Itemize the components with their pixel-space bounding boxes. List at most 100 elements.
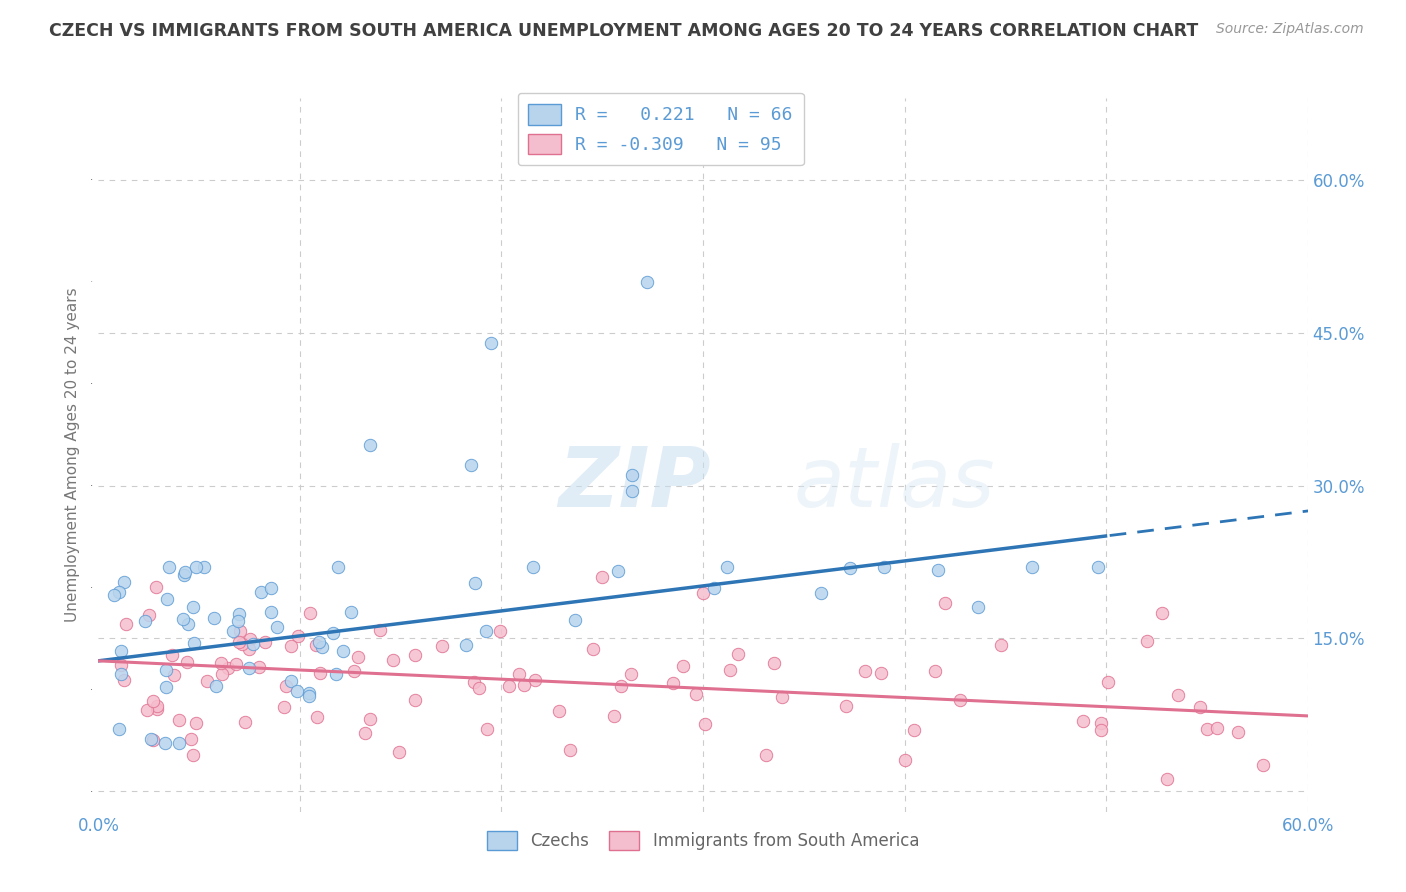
Point: [770, 690, 793, 705]
Point: [636, 142, 658, 156]
Text: ZIP: ZIP: [558, 443, 710, 524]
Point: [177, 617, 200, 632]
Point: [1090, 716, 1112, 731]
Point: [548, 704, 571, 718]
Point: [924, 664, 946, 678]
Point: [853, 665, 876, 679]
Point: [636, 275, 658, 289]
Point: [228, 634, 250, 648]
Point: [287, 629, 309, 643]
Point: [606, 564, 628, 578]
Point: [222, 624, 245, 638]
Point: [138, 608, 160, 623]
Point: [990, 638, 1012, 652]
Point: [167, 713, 190, 727]
Point: [873, 560, 896, 574]
Point: [156, 591, 179, 606]
Point: [202, 610, 225, 624]
Point: [112, 673, 135, 688]
Point: [360, 438, 382, 452]
Point: [298, 607, 321, 621]
Point: [381, 652, 404, 666]
Point: [508, 667, 530, 681]
Point: [228, 607, 250, 621]
Point: [112, 574, 135, 589]
Point: [1167, 689, 1189, 703]
Point: [298, 686, 321, 700]
Point: [564, 614, 586, 628]
Point: [280, 639, 302, 653]
Point: [172, 612, 194, 626]
Point: [231, 637, 253, 651]
Point: [155, 680, 177, 694]
Point: [305, 709, 328, 723]
Point: [184, 560, 207, 574]
Point: [1205, 721, 1227, 735]
Point: [718, 663, 741, 677]
Point: [325, 667, 347, 681]
Point: [1136, 634, 1159, 648]
Point: [582, 641, 605, 656]
Text: Source: ZipAtlas.com: Source: ZipAtlas.com: [1216, 22, 1364, 37]
Point: [153, 736, 176, 750]
Point: [903, 723, 925, 737]
Point: [176, 655, 198, 669]
Point: [242, 637, 264, 651]
Point: [388, 745, 411, 759]
Point: [621, 483, 644, 498]
Point: [280, 674, 302, 689]
Point: [934, 596, 956, 610]
Point: [276, 679, 298, 693]
Point: [967, 599, 990, 614]
Point: [195, 674, 218, 689]
Point: [404, 693, 426, 707]
Point: [308, 634, 330, 648]
Point: [308, 666, 330, 681]
Point: [475, 722, 498, 736]
Point: [238, 642, 260, 657]
Point: [489, 624, 512, 638]
Point: [305, 638, 328, 652]
Point: [103, 588, 125, 602]
Point: [273, 699, 295, 714]
Point: [474, 624, 496, 638]
Point: [253, 635, 276, 649]
Point: [181, 747, 204, 762]
Point: [110, 658, 132, 673]
Point: [949, 693, 972, 707]
Point: [692, 585, 714, 599]
Point: [1226, 725, 1249, 739]
Point: [162, 648, 184, 662]
Point: [1097, 675, 1119, 690]
Point: [340, 605, 363, 619]
Point: [716, 560, 738, 574]
Point: [763, 657, 786, 671]
Legend: Czechs, Immigrants from South America: Czechs, Immigrants from South America: [481, 824, 925, 857]
Point: [522, 560, 544, 574]
Point: [591, 570, 613, 584]
Point: [870, 666, 893, 681]
Point: [145, 701, 167, 715]
Point: [173, 567, 195, 582]
Point: [810, 586, 832, 600]
Point: [250, 585, 273, 599]
Point: [621, 468, 644, 483]
Point: [110, 666, 132, 681]
Point: [136, 703, 159, 717]
Point: [703, 581, 725, 595]
Point: [266, 619, 288, 633]
Point: [211, 667, 233, 681]
Point: [727, 647, 749, 661]
Point: [342, 665, 364, 679]
Point: [602, 708, 624, 723]
Point: [114, 617, 136, 632]
Point: [173, 565, 195, 579]
Point: [454, 638, 477, 652]
Point: [134, 614, 156, 628]
Point: [835, 699, 858, 714]
Point: [226, 614, 249, 628]
Point: [927, 563, 949, 577]
Point: [298, 689, 321, 703]
Point: [463, 674, 485, 689]
Point: [1188, 700, 1211, 714]
